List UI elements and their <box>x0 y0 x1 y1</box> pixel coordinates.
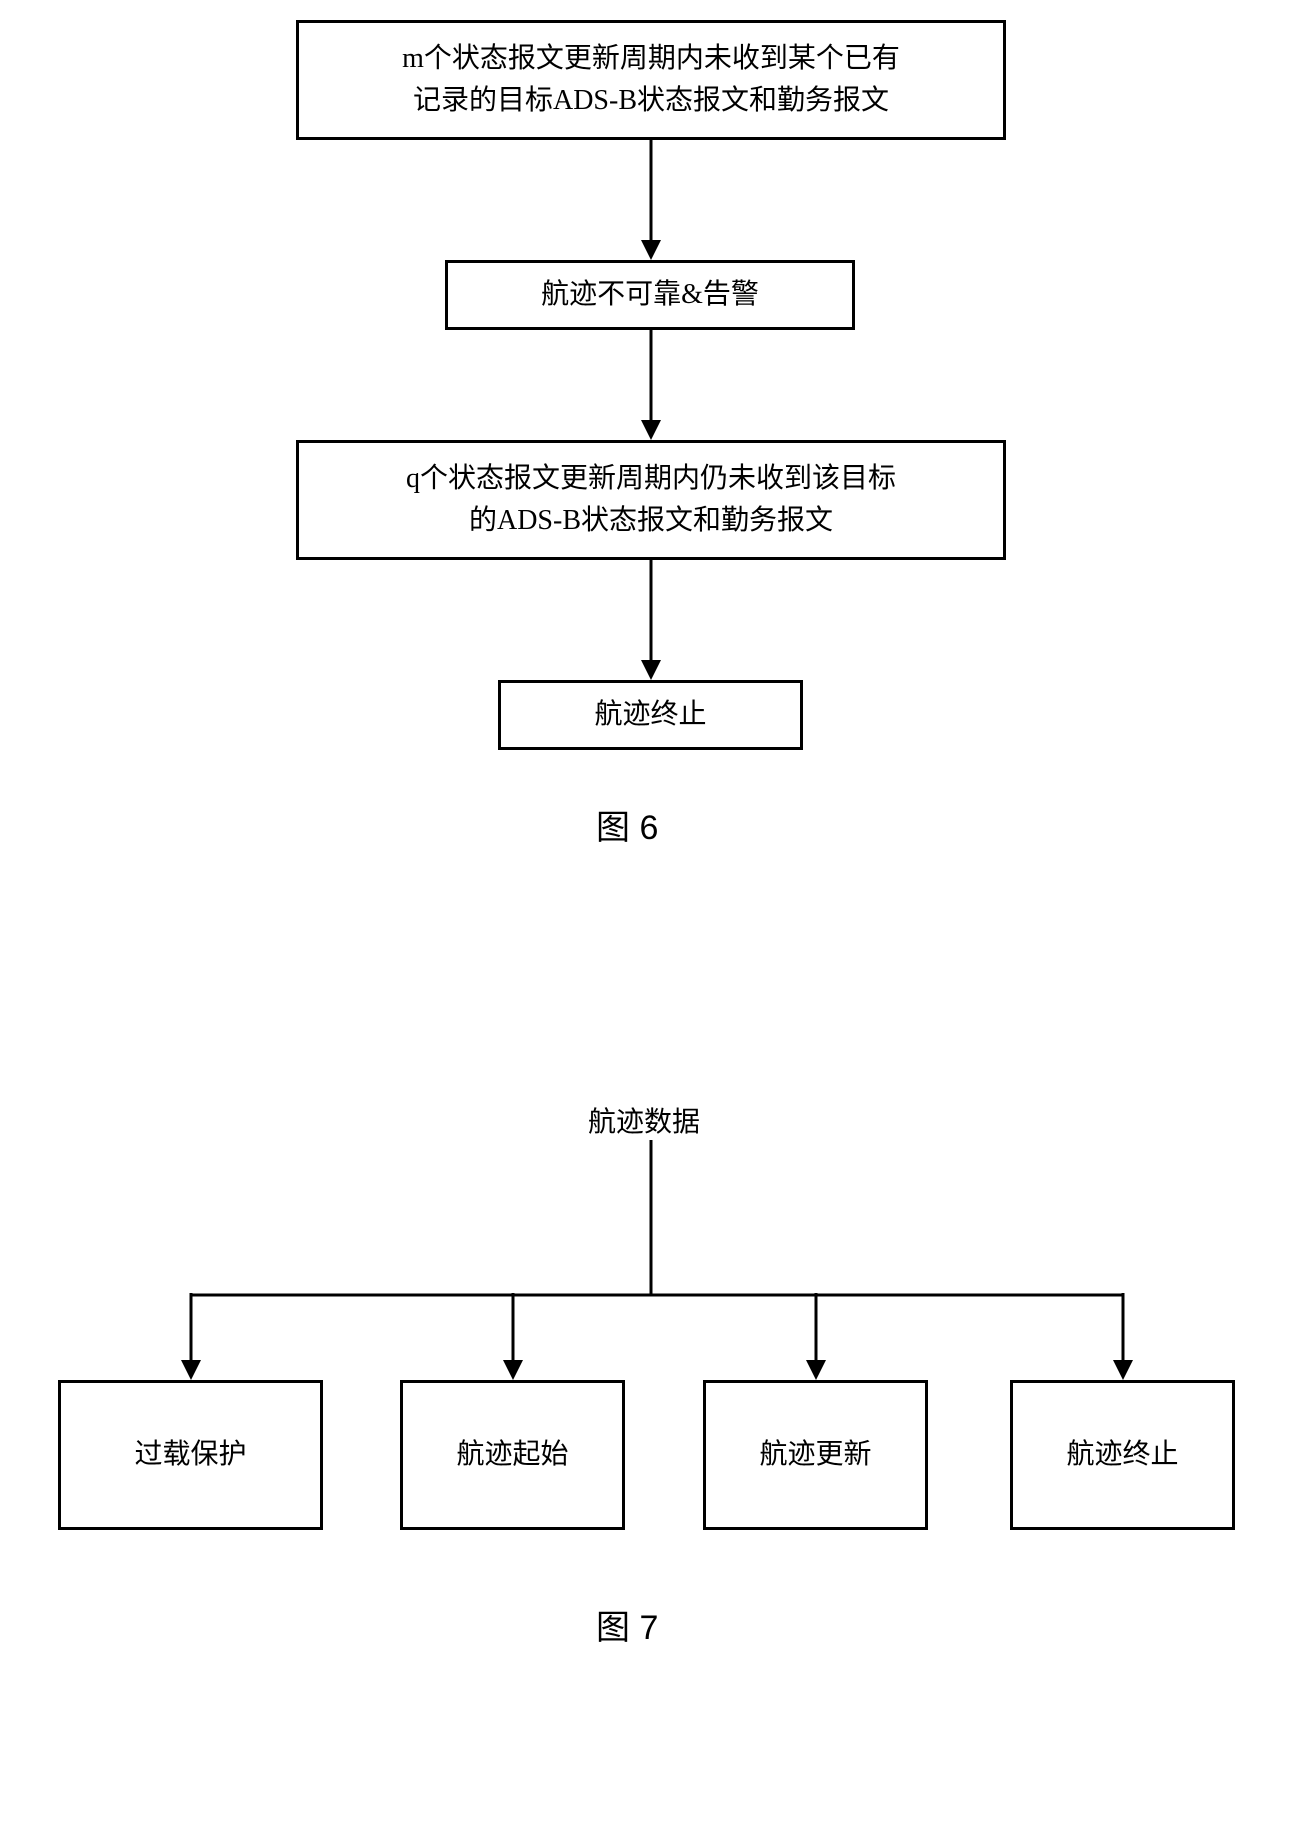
fig7-hbar <box>190 1293 1124 1297</box>
fig7-box2: 航迹起始 <box>400 1380 625 1530</box>
fig7-drop2 <box>511 1293 515 1380</box>
fig7-box3-text: 航迹更新 <box>759 1434 871 1476</box>
fig7-box4: 航迹终止 <box>1010 1380 1235 1530</box>
fig7-box1: 过载保护 <box>58 1380 323 1530</box>
fig7-box2-text: 航迹起始 <box>456 1434 568 1476</box>
fig6-arrow1 <box>649 140 653 260</box>
fig7-box1-text: 过载保护 <box>134 1434 246 1476</box>
fig7-box3: 航迹更新 <box>703 1380 928 1530</box>
fig6-arrow3 <box>649 560 653 680</box>
fig7-caption: 图 7 <box>596 1600 658 1649</box>
fig6-box1-text: m个状态报文更新周期内未收到某个已有 记录的目标ADS-B状态报文和勤务报文 <box>402 38 900 122</box>
fig7-box4-text: 航迹终止 <box>1066 1434 1178 1476</box>
fig6-box4-text: 航迹终止 <box>594 694 706 736</box>
fig7-top-label: 航迹数据 <box>588 1100 700 1140</box>
fig6-box4: 航迹终止 <box>498 680 803 750</box>
fig7-drop3 <box>814 1293 818 1380</box>
fig6-arrow2 <box>649 330 653 440</box>
fig6-box2-text: 航迹不可靠&告警 <box>541 274 759 316</box>
fig7-drop1 <box>189 1293 193 1380</box>
fig6-box3: q个状态报文更新周期内仍未收到该目标 的ADS-B状态报文和勤务报文 <box>296 440 1006 560</box>
fig7-stem <box>649 1140 653 1295</box>
fig6-box1: m个状态报文更新周期内未收到某个已有 记录的目标ADS-B状态报文和勤务报文 <box>296 20 1006 140</box>
fig6-caption: 图 6 <box>596 800 658 849</box>
fig6-box2: 航迹不可靠&告警 <box>445 260 855 330</box>
fig6-box3-text: q个状态报文更新周期内仍未收到该目标 的ADS-B状态报文和勤务报文 <box>406 458 896 542</box>
fig7-drop4 <box>1121 1293 1125 1380</box>
